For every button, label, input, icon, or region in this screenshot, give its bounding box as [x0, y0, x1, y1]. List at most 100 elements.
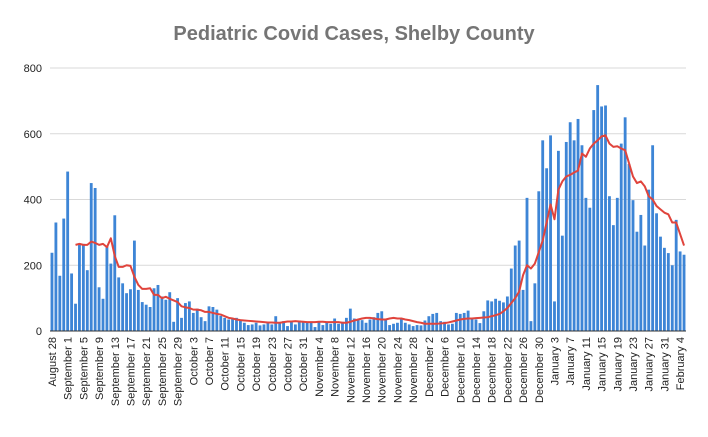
x-tick-label: November 24 — [392, 337, 404, 403]
bar — [54, 222, 58, 331]
x-tick-label: December 6 — [440, 337, 452, 397]
bar — [651, 145, 655, 331]
bar — [78, 244, 81, 331]
x-tick-label: January 27 — [644, 337, 656, 391]
bar — [670, 265, 674, 331]
x-tick-label: December 30 — [534, 337, 546, 403]
x-tick-label: January 23 — [628, 337, 640, 391]
bar — [580, 145, 584, 331]
bar — [352, 318, 356, 331]
bar — [513, 245, 517, 331]
bar — [596, 85, 600, 331]
bar — [254, 322, 258, 331]
bar — [411, 326, 415, 331]
bar — [502, 302, 505, 331]
bar — [156, 284, 160, 331]
x-tick-label: October 3 — [188, 337, 200, 385]
bar — [392, 323, 395, 331]
bar — [399, 318, 403, 331]
bar — [564, 141, 568, 331]
bar — [556, 150, 560, 331]
bar — [101, 298, 105, 331]
bar — [93, 187, 97, 331]
bar — [180, 317, 183, 331]
bar — [89, 183, 93, 331]
bar — [242, 322, 246, 331]
bar — [431, 313, 435, 331]
bar — [486, 300, 490, 331]
bar — [572, 140, 576, 331]
y-tick-label: 0 — [36, 326, 42, 338]
bar — [227, 319, 231, 331]
bar — [85, 270, 89, 331]
bar — [160, 296, 164, 331]
bar — [341, 321, 344, 331]
bar — [521, 289, 525, 331]
bar — [70, 273, 74, 331]
bar — [666, 253, 670, 331]
bar — [517, 240, 521, 331]
bar — [333, 318, 337, 331]
bar — [215, 309, 219, 331]
bar — [505, 296, 509, 331]
bar — [321, 325, 325, 331]
y-tick-label: 800 — [24, 63, 42, 75]
x-tick-label: November 16 — [361, 337, 373, 403]
bar — [443, 321, 446, 331]
bar — [615, 197, 619, 331]
bar — [454, 312, 458, 331]
bar — [278, 322, 282, 331]
x-tick-label: January 15 — [597, 337, 609, 391]
bar — [380, 311, 384, 331]
bar — [419, 325, 423, 331]
bar — [50, 252, 54, 331]
bar — [600, 106, 604, 332]
bar — [545, 168, 549, 331]
bar — [396, 322, 399, 331]
chart-title: Pediatric Covid Cases, Shelby County — [173, 23, 535, 45]
bar — [450, 323, 454, 331]
x-tick-label: October 31 — [298, 337, 310, 391]
y-tick-label: 600 — [24, 129, 42, 141]
bar — [184, 303, 187, 331]
x-axis-ticks: August 28 September 1 September 5 September… — [47, 337, 687, 406]
bar — [662, 247, 666, 331]
x-tick-label: October 7 — [204, 337, 216, 385]
bar — [211, 307, 215, 331]
x-tick-label: October 19 — [251, 337, 263, 391]
bar — [447, 324, 450, 331]
bar — [588, 207, 592, 331]
x-tick-label: November 28 — [408, 337, 420, 403]
x-tick-label: September 29 — [173, 337, 185, 406]
bar — [364, 322, 368, 331]
bar — [533, 283, 537, 331]
bar — [674, 219, 678, 331]
x-tick-label: October 27 — [283, 337, 295, 391]
bar — [176, 298, 180, 332]
x-tick-label: December 14 — [471, 337, 483, 403]
bar — [584, 197, 588, 331]
x-tick-label: January 11 — [581, 337, 593, 391]
x-tick-label: January 19 — [612, 337, 624, 391]
bar — [309, 321, 313, 331]
bar — [348, 308, 352, 331]
bar — [270, 324, 274, 331]
bar — [592, 110, 596, 331]
bar — [325, 322, 329, 331]
bar — [266, 321, 270, 331]
bar — [466, 310, 470, 331]
bar — [549, 135, 552, 331]
bar — [356, 319, 360, 331]
bar — [403, 322, 407, 331]
average-line-series — [75, 134, 685, 325]
bar — [647, 189, 651, 331]
bar — [129, 289, 132, 331]
x-tick-label: November 8 — [330, 337, 342, 397]
bar — [164, 299, 168, 331]
bar — [509, 268, 513, 331]
bar — [537, 191, 541, 331]
bar — [423, 320, 427, 331]
bar — [168, 292, 172, 331]
